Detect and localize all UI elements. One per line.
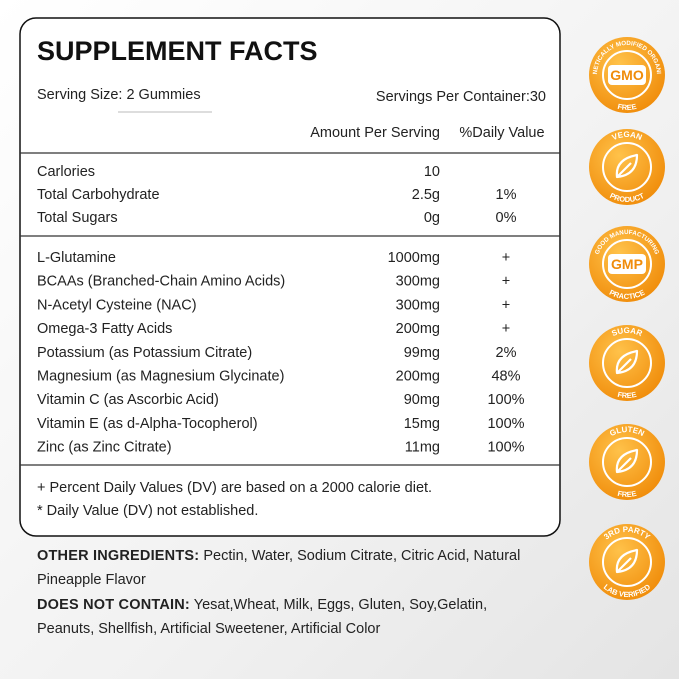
badge-ring bbox=[602, 50, 652, 100]
badge-bottom-text: FREE bbox=[617, 489, 638, 499]
servings-per-container: Servings Per Container:30 bbox=[376, 89, 546, 105]
nutrient-dv: + bbox=[502, 321, 510, 337]
badge-bottom-text: PRACTICE bbox=[608, 288, 646, 301]
badge-icon bbox=[615, 349, 639, 375]
nutrient-dv: 48% bbox=[491, 369, 520, 385]
other-ingredients-text: Pectin, Water, Sodium Citrate, Citric Ac… bbox=[37, 548, 521, 588]
nutrient-amount: 200mg bbox=[396, 321, 440, 337]
column-header: Amount Per Serving bbox=[310, 125, 440, 141]
badge-bottom-text: FREE bbox=[617, 489, 638, 499]
nutrient-name: Omega-3 Fatty Acids bbox=[37, 321, 172, 337]
badge-plate bbox=[608, 254, 646, 274]
facts-title: SUPPLEMENT FACTS bbox=[37, 36, 318, 66]
nutrient-amount: 99mg bbox=[404, 345, 440, 361]
nutrient-amount: 200mg bbox=[396, 369, 440, 385]
badge-ring bbox=[602, 537, 652, 587]
nutrient-amount: 0g bbox=[424, 210, 440, 226]
does-not-contain: DOES NOT CONTAIN: Yesat,Wheat, Milk, Egg… bbox=[37, 594, 522, 641]
nutrient-dv: + bbox=[502, 297, 510, 313]
badge-top-text: SUGAR bbox=[610, 326, 643, 338]
nutrient-dv: + bbox=[502, 274, 510, 290]
badge-top-text: SUGAR bbox=[610, 326, 643, 338]
badge-ring bbox=[602, 239, 652, 289]
badge-ring bbox=[602, 437, 652, 487]
nutrient-dv: 100% bbox=[487, 440, 524, 456]
badge: VEGAN PRODUCT bbox=[589, 129, 665, 205]
nutrient-amount: 1000mg bbox=[388, 250, 440, 266]
nutrient-name: Total Sugars bbox=[37, 210, 118, 226]
does-not-contain-label: DOES NOT CONTAIN: bbox=[37, 597, 190, 613]
facts-box bbox=[19, 17, 561, 537]
nutrient-name: Magnesium (as Magnesium Glycinate) bbox=[37, 369, 284, 385]
column-header: %Daily Value bbox=[459, 125, 544, 141]
nutrient-amount: 300mg bbox=[396, 297, 440, 313]
nutrient-amount: 11mg bbox=[405, 440, 440, 456]
nutrient-amount: 90mg bbox=[404, 392, 440, 408]
badge-top-text: GLUTEN bbox=[608, 425, 646, 438]
nutrient-name: Vitamin E (as d-Alpha-Tocopherol) bbox=[37, 416, 258, 432]
nutrient-dv: 1% bbox=[496, 187, 517, 203]
serving-size: Serving Size: 2 Gummies bbox=[37, 87, 201, 103]
nutrient-name: N-Acetyl Cysteine (NAC) bbox=[37, 297, 197, 313]
badge-middle-text: GMP bbox=[611, 256, 643, 272]
nutrient-amount: 10 bbox=[424, 164, 440, 180]
badge-ring bbox=[602, 338, 652, 388]
nutrient-name: Vitamin C (as Ascorbic Acid) bbox=[37, 392, 219, 408]
badge-top-text: GLUTEN bbox=[608, 425, 646, 438]
badge-ring bbox=[602, 142, 652, 192]
badge-bottom-text: PRACTICE bbox=[608, 288, 646, 301]
nutrient-dv: 0% bbox=[496, 210, 517, 226]
badge-icon bbox=[615, 448, 639, 474]
nutrient-amount: 2.5g bbox=[412, 187, 440, 203]
nutrient-name: Zinc (as Zinc Citrate) bbox=[37, 440, 172, 456]
nutrient-name: Carlories bbox=[37, 164, 95, 180]
badge: GLUTEN FREE bbox=[589, 424, 665, 500]
does-not-contain-text: Yesat,Wheat, Milk, Eggs, Gluten, Soy,Gel… bbox=[37, 597, 488, 637]
other-ingredients: OTHER INGREDIENTS: Pectin, Water, Sodium… bbox=[37, 545, 522, 592]
badge-bottom-text: FREE bbox=[617, 102, 638, 112]
badge: SUGAR FREE bbox=[589, 325, 665, 401]
badge-icon bbox=[615, 153, 639, 179]
badge-icon bbox=[615, 548, 639, 574]
nutrient-dv: 100% bbox=[487, 392, 524, 408]
nutrient-amount: 300mg bbox=[396, 274, 440, 290]
badge-bottom-text: PRODUCT bbox=[608, 191, 646, 204]
badge-bottom-text: FREE bbox=[617, 102, 638, 112]
badge-plate bbox=[608, 65, 646, 85]
footnote: + Percent Daily Values (DV) are based on… bbox=[37, 480, 432, 496]
nutrient-name: BCAAs (Branched-Chain Amino Acids) bbox=[37, 274, 285, 290]
nutrient-dv: 2% bbox=[496, 345, 517, 361]
badge-middle-text: GMO bbox=[610, 67, 644, 83]
nutrient-dv: + bbox=[502, 250, 510, 266]
nutrient-dv: 100% bbox=[487, 416, 524, 432]
badge-bottom-text: FREE bbox=[617, 390, 638, 400]
badge-bottom-text: PRODUCT bbox=[608, 191, 646, 204]
nutrient-name: Total Carbohydrate bbox=[37, 187, 160, 203]
badge-top-text: VEGAN bbox=[611, 130, 644, 142]
nutrient-name: Potassium (as Potassium Citrate) bbox=[37, 345, 252, 361]
badge-bottom-text: FREE bbox=[617, 390, 638, 400]
badge-top-text: VEGAN bbox=[611, 130, 644, 142]
other-ingredients-label: OTHER INGREDIENTS: bbox=[37, 548, 200, 564]
nutrient-name: L-Glutamine bbox=[37, 250, 116, 266]
nutrient-amount: 15mg bbox=[404, 416, 440, 432]
footnote: * Daily Value (DV) not established. bbox=[37, 503, 258, 519]
